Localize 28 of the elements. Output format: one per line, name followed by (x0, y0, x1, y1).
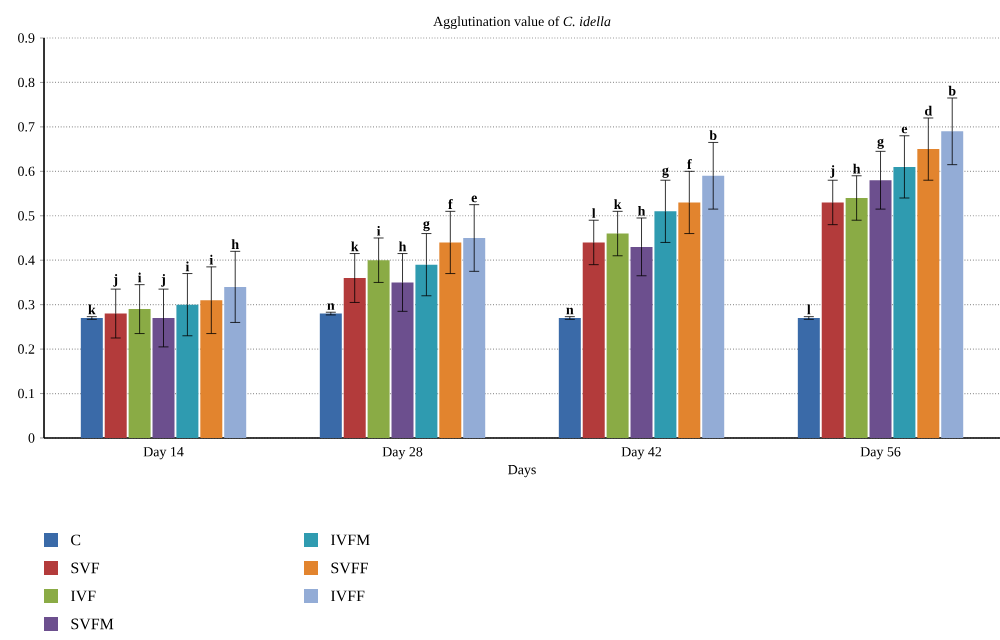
bar (80, 318, 103, 438)
bar (152, 318, 175, 438)
bar (821, 202, 844, 438)
bar (917, 149, 940, 438)
bar (869, 180, 892, 438)
bar (582, 242, 605, 438)
bar (104, 313, 127, 438)
bar (797, 318, 820, 438)
bar (893, 166, 916, 438)
bar (606, 233, 629, 438)
bar (630, 246, 653, 438)
bar (558, 318, 581, 438)
bar (176, 304, 199, 438)
bar (128, 309, 151, 438)
bar (439, 242, 462, 438)
bar (941, 131, 964, 438)
bar (415, 264, 438, 438)
bar (702, 175, 725, 438)
bar (319, 313, 342, 438)
bar (200, 300, 223, 438)
bar (678, 202, 701, 438)
bar (463, 238, 486, 438)
bar (224, 286, 247, 438)
bar (367, 260, 390, 438)
bar (391, 282, 414, 438)
bar (845, 198, 868, 438)
bar (654, 211, 677, 438)
bar (343, 278, 366, 438)
